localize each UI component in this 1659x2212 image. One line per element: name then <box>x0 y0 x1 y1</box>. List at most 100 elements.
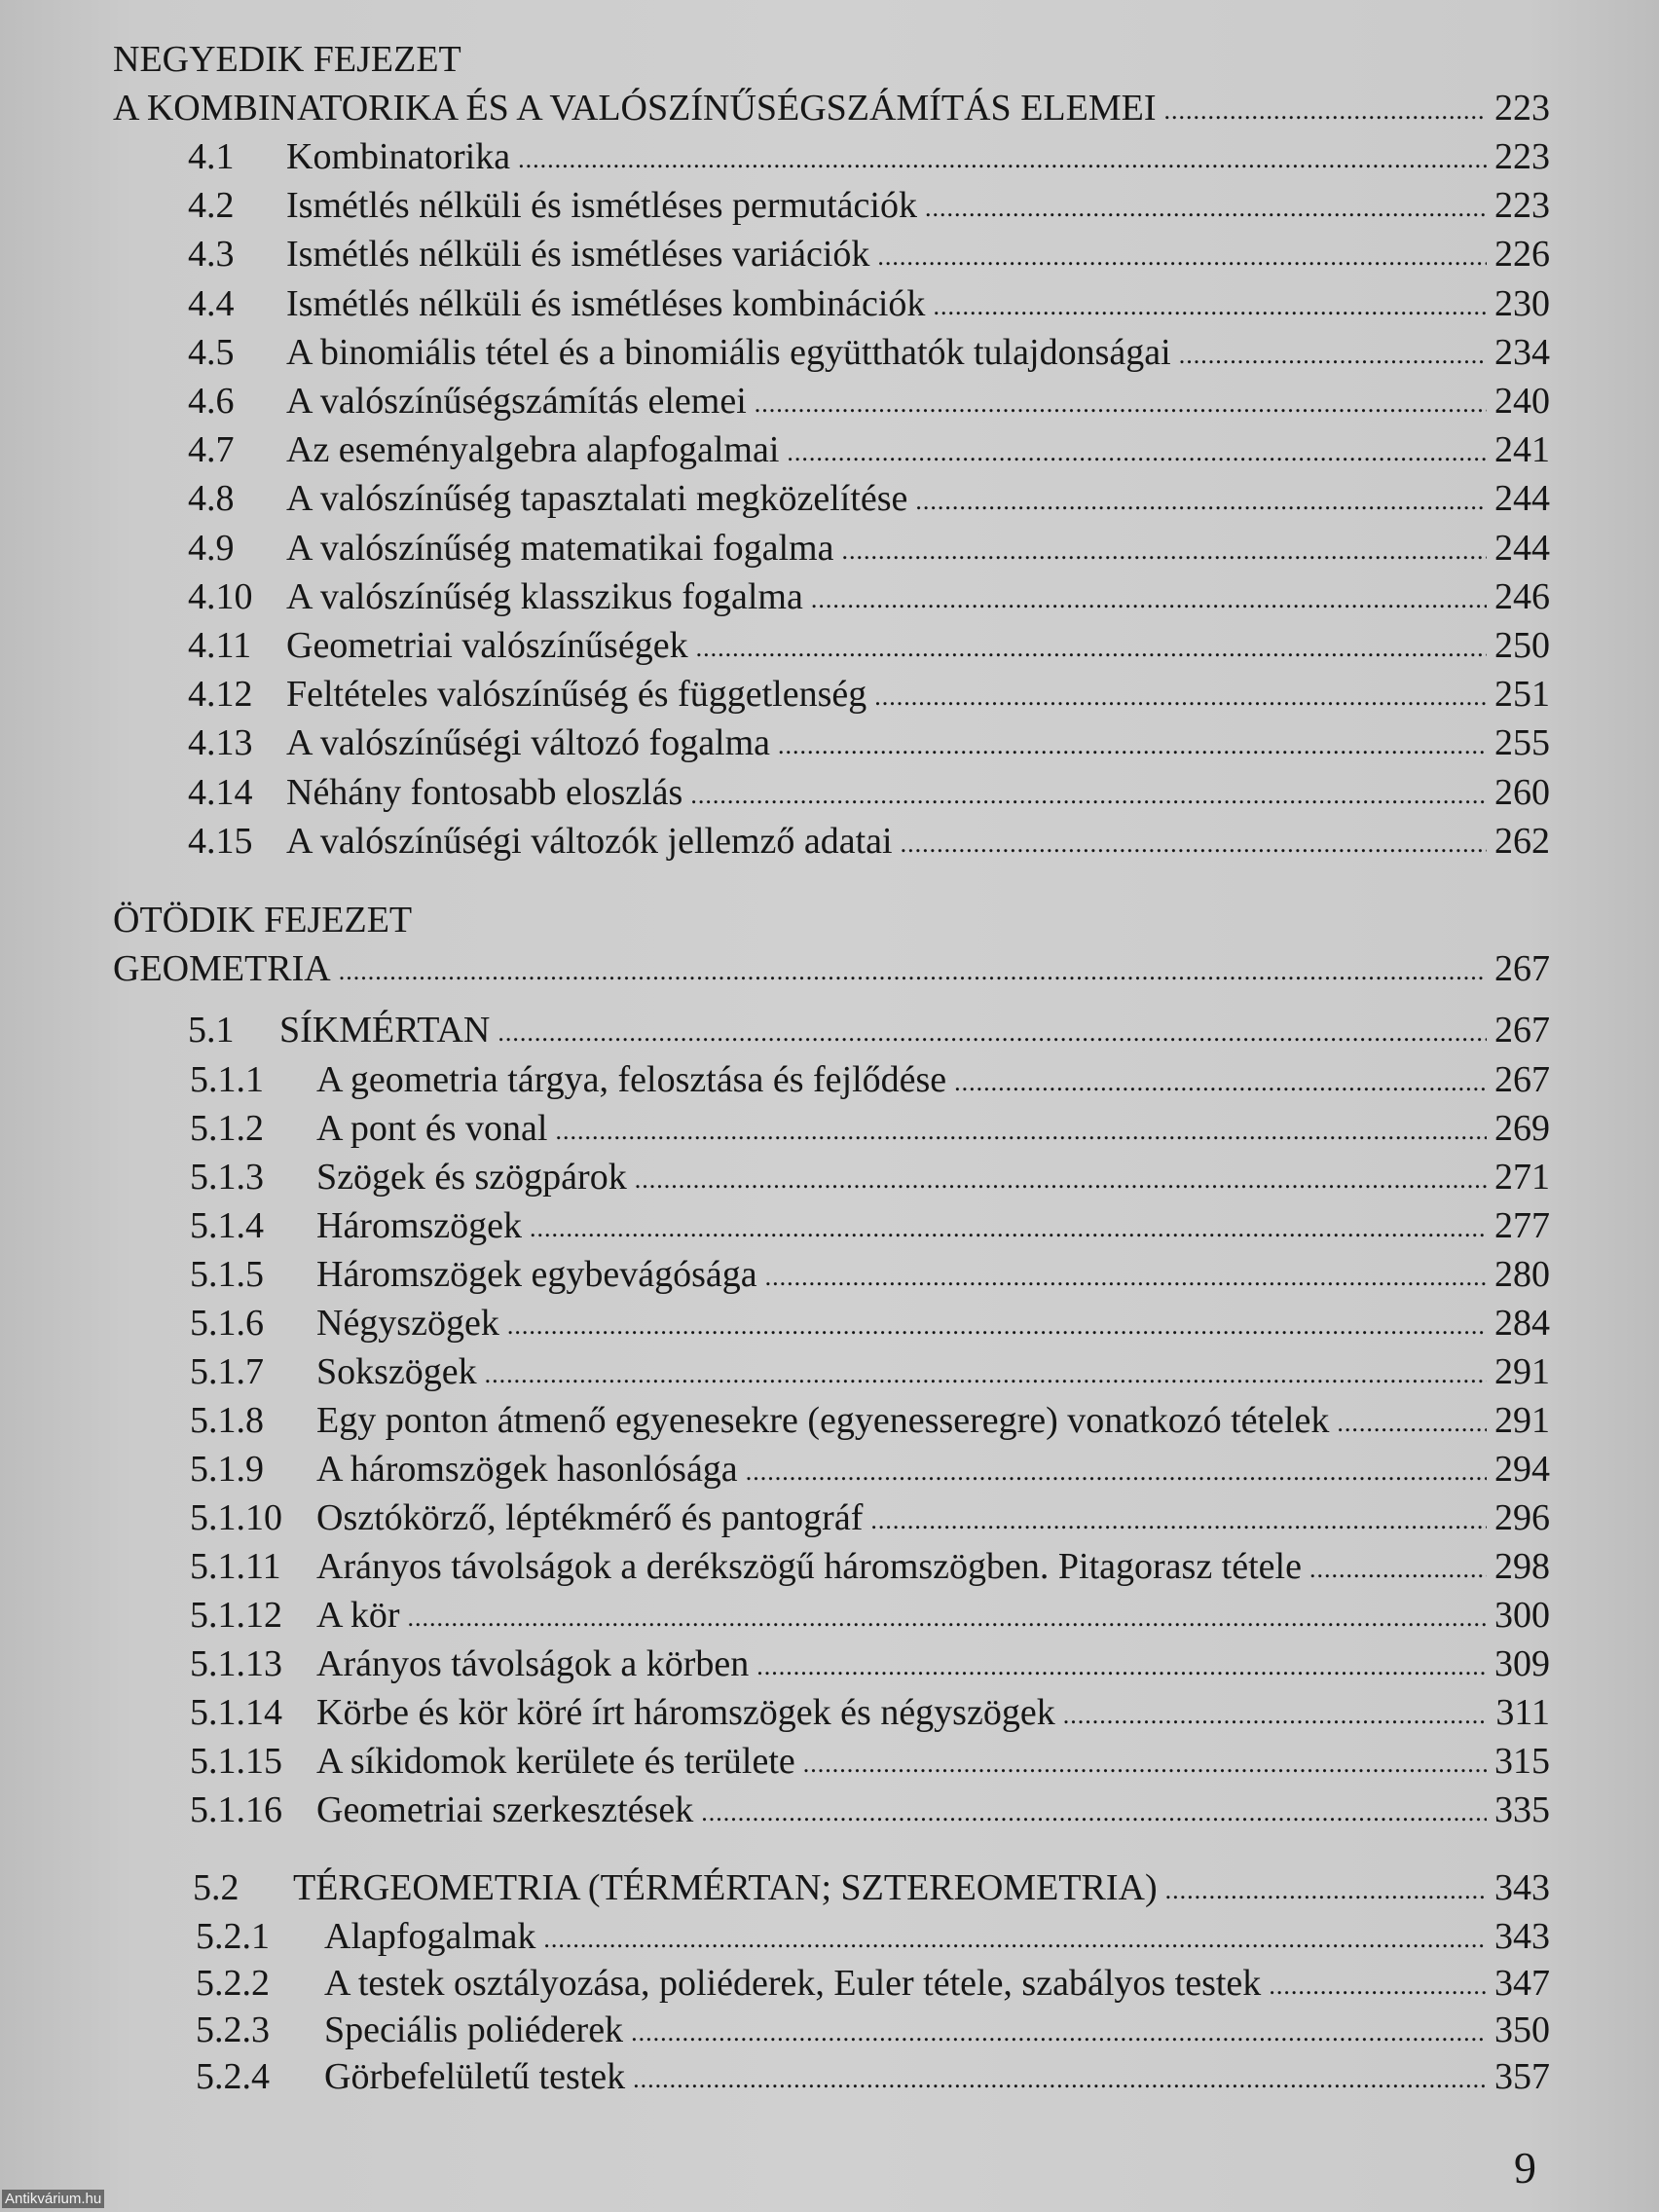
entry-page: 357 <box>1494 2056 1550 2097</box>
entry-number: 5.1.2 <box>190 1108 264 1149</box>
entry-number: 5.2.1 <box>196 1916 270 1957</box>
entry-number: 5.1.8 <box>190 1400 264 1441</box>
entry-number: 5.1.1 <box>190 1059 264 1100</box>
entry-number: 4.2 <box>188 185 235 227</box>
entry-page: 277 <box>1494 1205 1550 1246</box>
dot-leader <box>811 572 1487 621</box>
entry-number: 5.1.7 <box>190 1351 264 1392</box>
toc-entry: 4.9 A valószínűség matematikai fogalma 244 <box>188 524 1550 572</box>
toc-entry: 4.15 A valószínűségi változók jellemző ad… <box>188 817 1550 866</box>
dot-leader <box>756 1640 1487 1688</box>
entry-title: A valószínűségi változó fogalma <box>286 722 771 764</box>
toc-entry: 4.14 Néhány fontosabb eloszlás 260 <box>188 768 1550 817</box>
entry-page: 335 <box>1494 1789 1550 1830</box>
entry-title: A valószínűségi változók jellemző adatai <box>286 820 893 862</box>
toc-entry: 5.1.8 Egy ponton átmenő egyenesekre (egye… <box>190 1396 1550 1445</box>
entry-title: Kombinatorika <box>286 136 511 177</box>
entry-title: A pont és vonal <box>316 1108 548 1149</box>
entry-number: 5.1.5 <box>190 1254 264 1295</box>
entry-number: 4.7 <box>188 429 235 471</box>
entry-page: 260 <box>1494 771 1550 813</box>
entry-title: A binomiális tétel és a binomiális együt… <box>286 331 1171 373</box>
entry-title: Háromszögek egybevágósága <box>316 1254 757 1295</box>
entry-title: Geometriai valószínűségek <box>286 625 688 666</box>
entry-title: Szögek és szögpárok <box>316 1157 627 1198</box>
dot-leader <box>746 1445 1487 1493</box>
entry-title: A testek osztályozása, poliéderek, Euler… <box>324 1963 1262 2004</box>
entry-page: 311 <box>1495 1692 1550 1733</box>
dot-leader <box>690 768 1487 817</box>
dot-leader <box>1179 328 1487 377</box>
toc-entry: 5.1.12 A kör 300 <box>190 1591 1550 1640</box>
entry-number: 4.8 <box>188 478 235 520</box>
toc-entry: 5.1.14 Körbe és kör köré írt háromszögek … <box>190 1688 1550 1737</box>
toc-entry: 5.1.1 A geometria tárgya, felosztása és f… <box>190 1055 1550 1104</box>
toc-entry: 5.2 TÉRGEOMETRIA (TÉRMÉRTAN; SZTEREOMETRI… <box>193 1863 1550 1912</box>
entry-page: 298 <box>1494 1546 1550 1587</box>
entry-page: 315 <box>1494 1741 1550 1782</box>
dot-leader <box>518 132 1487 181</box>
entry-title: A valószínűség matematikai fogalma <box>286 527 834 569</box>
entry-number: 5.1.9 <box>190 1449 264 1490</box>
entry-title: Az eseményalgebra alapfogalmai <box>286 429 780 471</box>
entry-number: 5.1.14 <box>190 1692 282 1733</box>
entry-title: A kör <box>316 1595 400 1636</box>
toc-entry: 5.1.10 Osztókörző, léptékmérő és pantográ… <box>190 1493 1550 1542</box>
toc-entry: 5.1.7 Sokszögek 291 <box>190 1347 1550 1396</box>
dot-leader <box>696 621 1487 670</box>
toc-entry: 5.1.2 A pont és vonal 269 <box>190 1104 1550 1153</box>
entry-title: Ismétlés nélküli és ismétléses permutáci… <box>286 185 917 227</box>
entry-title: SÍKMÉRTAN <box>279 1010 491 1051</box>
toc-entry: 5.1.16 Geometriai szerkesztések 335 <box>190 1786 1550 1834</box>
entry-number: 5.1 <box>188 1010 235 1051</box>
entry-title: Speciális poliéderek <box>324 2009 624 2050</box>
toc-entry: 5.1.15 A síkidomok kerülete és területe 31… <box>190 1737 1550 1786</box>
entry-title: GEOMETRIA <box>113 948 331 989</box>
toc-entry: 4.4 Ismétlés nélküli és ismétléses kombin… <box>188 279 1550 328</box>
entry-title: Háromszögek <box>316 1205 523 1246</box>
toc-entry: 5.1.13 Arányos távolságok a körben 309 <box>190 1640 1550 1688</box>
entry-title: Körbe és kör köré írt háromszögek és nég… <box>316 1692 1055 1733</box>
dot-leader <box>901 817 1487 866</box>
entry-page: 291 <box>1494 1351 1550 1392</box>
toc-entry: 5.1.11 Arányos távolságok a derékszögű há… <box>190 1542 1550 1591</box>
dot-leader <box>803 1737 1487 1786</box>
entry-page: 284 <box>1494 1303 1550 1344</box>
dot-leader <box>530 1201 1487 1250</box>
entry-title: Alapfogalmak <box>324 1916 536 1957</box>
entry-number: 4.12 <box>188 674 253 716</box>
entry-number: 5.2 <box>193 1867 240 1908</box>
toc-entry: 4.5 A binomiális tétel és a binomiális eg… <box>188 328 1550 377</box>
dot-leader <box>1063 1688 1489 1737</box>
entry-number: 5.1.11 <box>190 1546 281 1587</box>
entry-number: 5.1.6 <box>190 1303 264 1344</box>
toc-entry: 4.13 A valószínűségi változó fogalma 255 <box>188 719 1550 767</box>
entry-page: 267 <box>1494 1010 1550 1051</box>
dot-leader <box>701 1786 1487 1834</box>
entry-page: 244 <box>1494 527 1550 569</box>
toc-entry: 4.1 Kombinatorika 223 <box>188 132 1550 181</box>
entry-page: 294 <box>1494 1449 1550 1490</box>
entry-number: 4.1 <box>188 136 235 177</box>
entry-page: 350 <box>1494 2009 1550 2050</box>
chapter-heading: ÖTÖDIK FEJEZET <box>113 900 413 940</box>
entry-page: 230 <box>1494 282 1550 324</box>
dot-leader <box>1165 1863 1487 1912</box>
toc-entry: 5.2.4 Görbefelületű testek 357 <box>196 2052 1550 2101</box>
toc-entry: 4.6 A valószínűségszámítás elemei 240 <box>188 377 1550 425</box>
toc-entry: 4.8 A valószínűség tapasztalati megközelí… <box>188 474 1550 523</box>
entry-number: 4.10 <box>188 575 253 617</box>
entry-number: 4.15 <box>188 820 253 862</box>
entry-number: 5.2.4 <box>196 2056 270 2097</box>
dot-leader <box>339 944 1487 993</box>
entry-number: 5.2.2 <box>196 1963 270 2004</box>
entry-title: TÉRGEOMETRIA (TÉRMÉRTAN; SZTEREOMETRIA) <box>293 1867 1158 1908</box>
entry-page: 246 <box>1494 575 1550 617</box>
entry-page: 223 <box>1494 185 1550 227</box>
dot-leader <box>874 670 1487 719</box>
toc-entry: 5.1.3 Szögek és szögpárok 271 <box>190 1153 1550 1201</box>
dot-leader <box>555 1104 1487 1153</box>
entry-page: 347 <box>1494 1963 1550 2004</box>
entry-number: 5.1.15 <box>190 1741 282 1782</box>
entry-page: 309 <box>1494 1643 1550 1684</box>
